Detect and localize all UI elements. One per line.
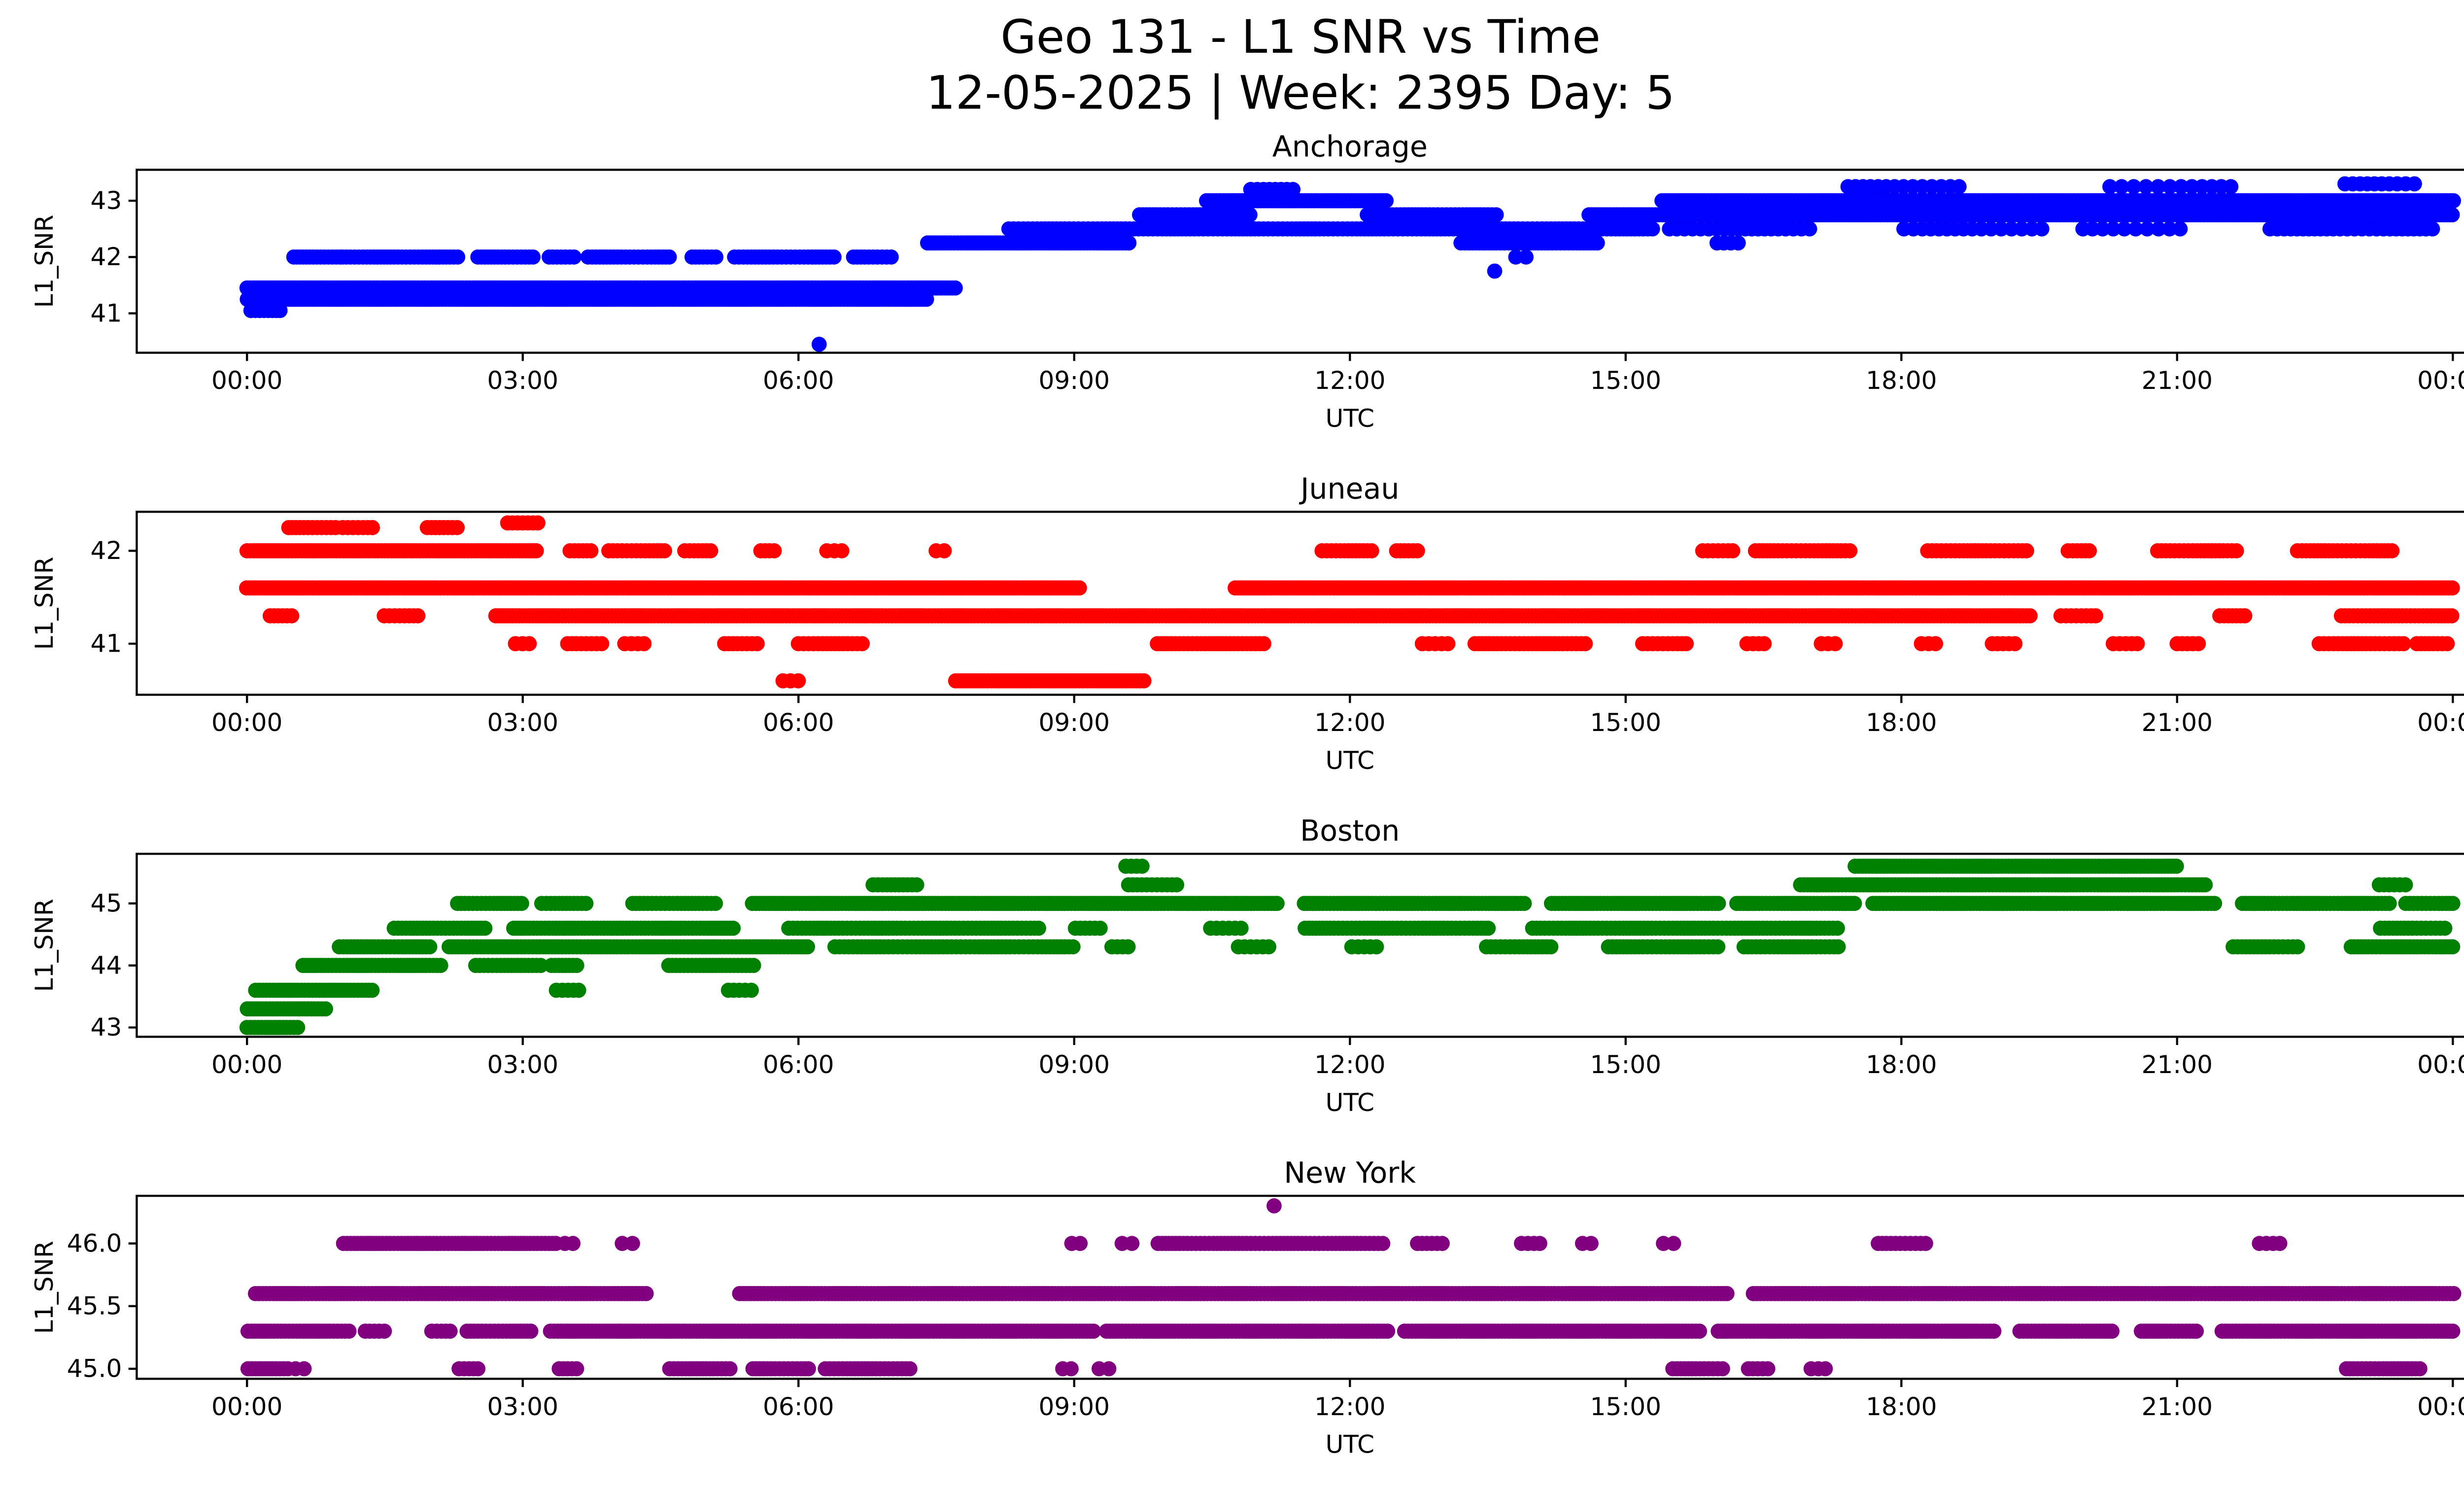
svg-text:09:00: 09:00: [1039, 708, 1110, 737]
subplot-title: Boston: [1300, 814, 1400, 847]
x-axis-label: UTC: [1326, 404, 1374, 433]
svg-text:00:00: 00:00: [211, 366, 282, 395]
scatter-points: [239, 515, 2460, 689]
scatter-points: [239, 858, 2461, 1035]
svg-text:00:00: 00:00: [2417, 366, 2464, 395]
svg-text:06:00: 06:00: [763, 366, 834, 395]
y-axis-label: L1_SNR: [30, 899, 59, 992]
svg-text:12:00: 12:00: [1314, 366, 1385, 395]
y-axis-label: L1_SNR: [30, 1241, 59, 1334]
subplot-title: Juneau: [1299, 472, 1399, 506]
subplot-title: Anchorage: [1272, 130, 1428, 164]
subplot-boston: Boston L1_SNR UTC 00:00 03:00 06:00 09:00 12…: [30, 814, 2464, 1117]
svg-text:43: 43: [91, 186, 122, 215]
svg-text:42: 42: [91, 536, 122, 565]
figure-title-line2: 12-05-2025 | Week: 2395 Day: 5: [926, 67, 1675, 120]
svg-text:21:00: 21:00: [2142, 366, 2213, 395]
axes-frame: 00:00 03:00 06:00 09:00 12:00 15:00 18:00 21:00…: [91, 853, 2464, 1079]
svg-text:15:00: 15:00: [1590, 708, 1661, 737]
svg-text:00:00: 00:00: [211, 708, 282, 737]
svg-text:21:00: 21:00: [2142, 708, 2213, 737]
svg-text:18:00: 18:00: [1866, 366, 1937, 395]
axes-frame: 00:00 03:00 06:00 09:00 12:00 15:00 18:00 21:00…: [67, 1194, 2464, 1421]
svg-text:03:00: 03:00: [487, 708, 558, 737]
axes-frame: 00:00 03:00 06:00 09:00 12:00 15:00 18:00 21:00…: [91, 169, 2464, 395]
svg-text:41: 41: [91, 298, 122, 327]
svg-text:12:00: 12:00: [1314, 708, 1385, 737]
scatter-points: [240, 1198, 2462, 1377]
svg-text:03:00: 03:00: [487, 366, 558, 395]
svg-text:09:00: 09:00: [1039, 366, 1110, 395]
x-axis-label: UTC: [1326, 746, 1374, 775]
subplot-anchorage: Anchorage L1_SNR UTC 00:00 03:00 06:00 09:0…: [30, 130, 2464, 433]
axes-frame: 00:00 03:00 06:00 09:00 12:00 15:00 18:00 21:00…: [91, 511, 2464, 737]
svg-text:00:00: 00:00: [2417, 708, 2464, 737]
svg-text:42: 42: [91, 242, 122, 271]
scatter-points: [239, 176, 2461, 352]
subplot-new-york: New York L1_SNR UTC 00:00 03:00 06:00 09:00…: [30, 1156, 2464, 1459]
y-axis-label: L1_SNR: [30, 214, 59, 308]
x-axis-label: UTC: [1326, 1088, 1374, 1117]
y-axis-label: L1_SNR: [30, 556, 59, 650]
x-axis-label: UTC: [1326, 1430, 1374, 1459]
svg-text:18:00: 18:00: [1866, 708, 1937, 737]
svg-text:15:00: 15:00: [1590, 366, 1661, 395]
figure-title-line1: Geo 131 - L1 SNR vs Time: [1000, 10, 1601, 64]
svg-text:41: 41: [91, 629, 122, 658]
subplot-juneau: Juneau L1_SNR UTC 00:00 03:00 06:00 09:00 12…: [30, 472, 2464, 775]
svg-text:06:00: 06:00: [763, 708, 834, 737]
subplot-title: New York: [1284, 1156, 1416, 1189]
